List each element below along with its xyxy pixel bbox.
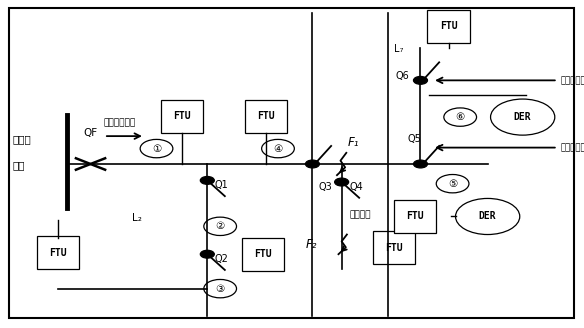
Text: 分布式电源短路电流: 分布式电源短路电流 xyxy=(561,143,584,152)
Circle shape xyxy=(262,139,294,158)
Text: FTU: FTU xyxy=(440,21,457,31)
Circle shape xyxy=(140,139,173,158)
Text: L₂: L₂ xyxy=(133,213,142,223)
Text: FTU: FTU xyxy=(258,112,275,121)
Text: Q6: Q6 xyxy=(395,72,409,81)
Circle shape xyxy=(204,217,237,236)
FancyBboxPatch shape xyxy=(373,231,415,264)
Text: F₁: F₁ xyxy=(347,136,359,149)
Text: ⑤: ⑤ xyxy=(448,179,457,189)
Text: Q2: Q2 xyxy=(215,254,229,264)
Text: QF: QF xyxy=(84,128,98,138)
Text: ①: ① xyxy=(152,144,161,154)
Text: DER: DER xyxy=(514,112,531,122)
Text: Q1: Q1 xyxy=(215,180,229,190)
FancyBboxPatch shape xyxy=(37,236,79,269)
Circle shape xyxy=(413,160,427,168)
Text: ③: ③ xyxy=(215,284,225,294)
Text: DER: DER xyxy=(479,212,496,221)
Text: 联络开关: 联络开关 xyxy=(349,210,371,219)
Text: FTU: FTU xyxy=(406,212,423,221)
Circle shape xyxy=(456,198,520,235)
Circle shape xyxy=(305,160,319,168)
FancyBboxPatch shape xyxy=(427,10,470,43)
Text: FTU: FTU xyxy=(385,243,403,253)
FancyBboxPatch shape xyxy=(245,100,287,133)
Text: ②: ② xyxy=(215,221,225,231)
Text: ⑥: ⑥ xyxy=(456,112,465,122)
Text: FTU: FTU xyxy=(173,112,191,121)
Text: 母线: 母线 xyxy=(13,161,25,171)
FancyBboxPatch shape xyxy=(161,100,203,133)
Text: FTU: FTU xyxy=(254,249,272,259)
Circle shape xyxy=(200,176,214,184)
Circle shape xyxy=(436,174,469,193)
Text: 分布式电源短路电流: 分布式电源短路电流 xyxy=(561,76,584,85)
Circle shape xyxy=(444,108,477,126)
Text: 系线短路电流: 系线短路电流 xyxy=(104,118,136,128)
Circle shape xyxy=(335,178,349,186)
FancyBboxPatch shape xyxy=(9,8,574,318)
Text: Q5: Q5 xyxy=(408,134,422,144)
Circle shape xyxy=(204,279,237,298)
Circle shape xyxy=(491,99,555,135)
FancyBboxPatch shape xyxy=(394,200,436,233)
Circle shape xyxy=(200,250,214,258)
Text: 变电站: 变电站 xyxy=(13,134,32,144)
Circle shape xyxy=(413,76,427,84)
Text: L₇: L₇ xyxy=(394,44,403,54)
Text: ④: ④ xyxy=(273,144,283,154)
FancyBboxPatch shape xyxy=(242,238,284,271)
Text: F₂: F₂ xyxy=(305,238,317,251)
Text: Q4: Q4 xyxy=(349,182,363,192)
Text: Q3: Q3 xyxy=(318,182,332,192)
Text: FTU: FTU xyxy=(50,248,67,257)
